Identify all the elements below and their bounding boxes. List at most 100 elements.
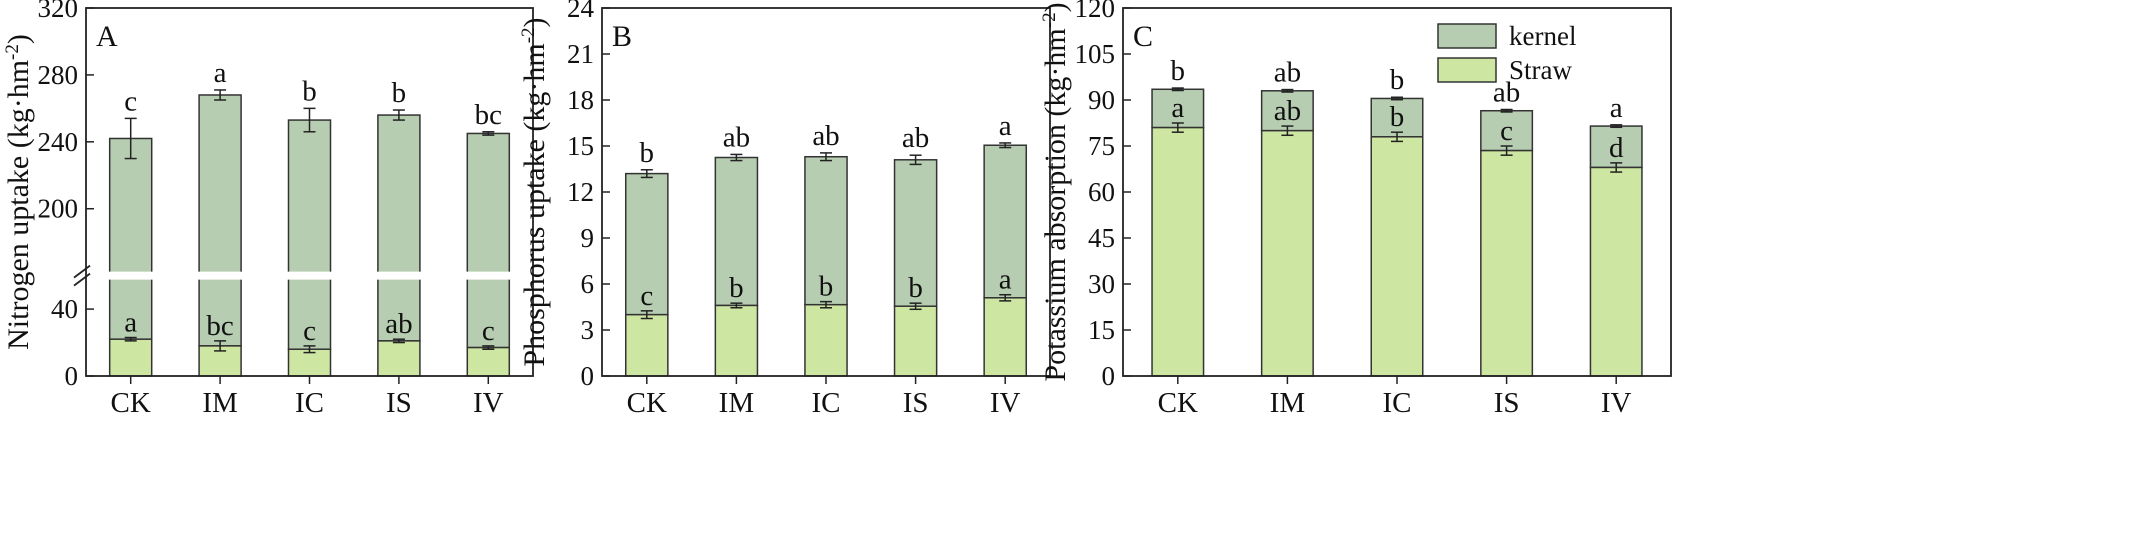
y-tick-label: 280 xyxy=(38,60,79,90)
straw-bar xyxy=(624,313,669,377)
x-tick-label: IM xyxy=(719,387,754,419)
straw-significance-label: a xyxy=(1171,92,1184,124)
straw-significance-label: ab xyxy=(385,308,412,340)
kernel-significance-label: b xyxy=(1390,64,1405,96)
x-tick-label: IC xyxy=(295,387,324,419)
y-tick-label: 15 xyxy=(567,131,594,161)
kernel-bar xyxy=(714,156,759,307)
y-tick-label: 30 xyxy=(1088,269,1115,299)
kernel-significance-label: b xyxy=(302,75,317,107)
straw-error-bar xyxy=(1391,131,1403,143)
legend-label: kernel xyxy=(1509,21,1576,51)
straw-error-bar xyxy=(392,338,405,344)
kernel-error-bar xyxy=(909,154,922,166)
kernel-significance-label: a xyxy=(214,57,227,89)
kernel-bar xyxy=(198,94,242,347)
y-tick-label: 18 xyxy=(567,85,594,115)
legend: kernel Straw xyxy=(1437,21,1576,85)
straw-error-bar xyxy=(640,310,653,320)
legend-swatch xyxy=(1437,57,1497,83)
y-tick-label: 45 xyxy=(1088,223,1115,253)
straw-significance-label: bc xyxy=(206,310,233,342)
y-tick-label: 21 xyxy=(567,39,594,69)
phosphorus-uptake-chart: c b CK b ab IM b ab IC b ab IS a a IV 0 3 6 9 12 15 18 21 24 B Ph… xyxy=(518,0,1051,419)
y-tick-label: 0 xyxy=(581,361,595,391)
y-tick-label: 240 xyxy=(38,127,79,157)
x-tick-label: IS xyxy=(386,387,412,419)
y-tick-label: 105 xyxy=(1075,39,1116,69)
kernel-error-bar xyxy=(303,107,316,133)
y-tick-label: 12 xyxy=(567,177,594,207)
straw-bar xyxy=(714,304,759,377)
straw-bar xyxy=(1260,129,1314,377)
kernel-error-bar xyxy=(999,142,1012,149)
straw-bar xyxy=(983,297,1028,377)
straw-error-bar xyxy=(999,293,1012,302)
nitrogen-uptake-chart: a c CK bc a IM c b IC ab b IS c bc IV 0 40 200 240 280 320 A N… xyxy=(2,0,534,419)
y-axis-title: Phosphorus uptake (kg·hm-2) xyxy=(518,17,551,366)
straw-significance-label: b xyxy=(1390,101,1405,133)
straw-error-bar xyxy=(482,345,495,350)
x-tick-label: IC xyxy=(1383,387,1412,419)
straw-bar xyxy=(1480,149,1534,377)
kernel-error-bar xyxy=(1281,88,1294,93)
x-tick-label: IS xyxy=(1494,387,1520,419)
y-tick-label: 200 xyxy=(38,194,79,224)
straw-significance-label: b xyxy=(819,271,834,303)
straw-significance-label: c xyxy=(482,315,495,347)
x-tick-label: IV xyxy=(473,387,504,419)
y-axis-title: Potassium absorption (kg·hm-2) xyxy=(1039,2,1072,381)
straw-bar xyxy=(1589,166,1643,377)
straw-bar xyxy=(804,303,848,377)
kernel-bar xyxy=(983,144,1028,299)
panel-label: A xyxy=(96,20,118,53)
straw-significance-label: a xyxy=(999,264,1012,296)
x-tick-label: IV xyxy=(990,387,1021,419)
straw-error-bar xyxy=(1171,122,1184,133)
straw-significance-label: a xyxy=(124,307,137,339)
kernel-significance-label: ab xyxy=(1493,77,1520,109)
kernel-significance-label: ab xyxy=(812,120,839,152)
straw-significance-label: ab xyxy=(1274,95,1301,127)
straw-bar xyxy=(1370,136,1424,377)
plot-frame xyxy=(85,7,534,377)
straw-error-bar xyxy=(303,345,316,354)
straw-error-bar xyxy=(909,302,922,311)
kernel-significance-label: ab xyxy=(1274,57,1301,89)
straw-bar xyxy=(1151,126,1205,377)
panel-label: B xyxy=(612,20,632,53)
kernel-bar xyxy=(287,119,332,350)
kernel-significance-label: a xyxy=(999,110,1012,142)
y-tick-label: 40 xyxy=(51,294,78,324)
kernel-error-bar xyxy=(124,117,137,160)
kernel-error-bar xyxy=(392,109,405,121)
kernel-error-bar xyxy=(1610,124,1623,129)
axis-break-mark xyxy=(73,264,91,279)
straw-significance-label: c xyxy=(640,280,653,312)
straw-bar xyxy=(893,305,938,377)
kernel-bar xyxy=(377,114,421,342)
x-tick-label: IC xyxy=(812,387,841,419)
kernel-significance-label: ab xyxy=(723,121,750,153)
kernel-bar xyxy=(893,159,938,307)
straw-bar xyxy=(377,340,421,377)
axis-break-mark xyxy=(73,272,91,287)
straw-error-bar xyxy=(820,300,832,309)
straw-error-bar xyxy=(730,302,743,309)
y-tick-label: 120 xyxy=(1075,0,1116,23)
straw-significance-label: c xyxy=(1500,115,1513,147)
straw-error-bar xyxy=(1610,162,1623,173)
kernel-error-bar xyxy=(820,152,832,162)
straw-significance-label: b xyxy=(729,272,744,304)
y-tick-label: 0 xyxy=(1102,361,1116,391)
kernel-bar xyxy=(108,137,153,340)
kernel-significance-label: a xyxy=(1610,92,1623,124)
y-axis-title: Nitrogen uptake (kg·hm-2) xyxy=(2,34,35,350)
potassium-absorption-chart: abCKababIMbbICcabISdaIV01530456075901051… xyxy=(1039,0,1672,419)
x-tick-label: CK xyxy=(627,387,667,419)
kernel-error-bar xyxy=(730,153,743,162)
kernel-significance-label: b xyxy=(1171,55,1186,87)
straw-error-bar xyxy=(214,340,227,352)
x-tick-label: IS xyxy=(903,387,929,419)
